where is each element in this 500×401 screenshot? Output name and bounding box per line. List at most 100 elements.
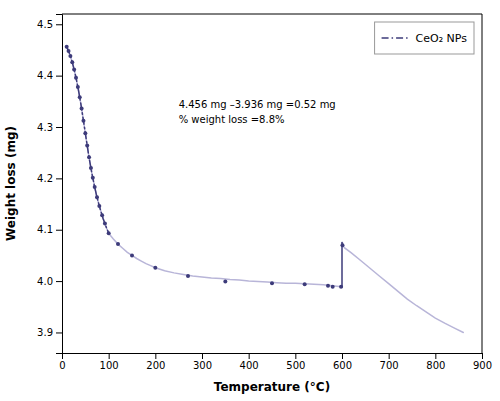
y-axis-line [56,15,63,354]
data-point [68,54,72,58]
legend-item: CeO₂ NPs [382,32,468,45]
x-axis-tick-mark [482,353,483,359]
data-point [103,222,107,226]
legend-swatch [382,37,410,39]
data-point [270,281,274,285]
legend-label: CeO₂ NPs [416,32,468,45]
x-axis-tick-label: 700 [380,360,399,371]
x-axis-tick: 200 [146,353,165,371]
data-line [341,243,343,288]
data-point [83,131,87,135]
x-axis-tick-mark [435,353,436,359]
x-axis-tick-mark [389,353,390,359]
y-axis-tick: 4.4 [37,70,62,81]
y-axis-tick-label: 4.5 [37,19,53,30]
x-axis-tick-label: 800 [426,360,445,371]
y-axis-tick: 4.2 [37,173,62,184]
data-point [72,67,76,71]
x-axis-tick-mark [155,353,156,359]
data-point [326,284,330,288]
x-axis-tick-label: 900 [473,360,492,371]
plot-area [65,45,464,333]
data-point [130,253,134,257]
data-line [67,47,109,233]
plot-frame [62,14,482,15]
x-axis-tick-label: 600 [333,360,352,371]
data-point [303,282,307,286]
data-point [95,195,99,199]
x-axis-tick-mark [249,353,250,359]
x-axis-tick-label: 500 [286,360,305,371]
x-axis-tick: 800 [426,353,445,371]
x-axis-tick: 100 [100,353,119,371]
data-point [93,185,97,189]
x-axis-tick: 0 [59,353,65,371]
y-axis-tick-mark [56,281,62,282]
x-axis-tick: 700 [380,353,399,371]
data-point [340,243,344,247]
x-axis-tick: 600 [333,353,352,371]
y-axis-tick-mark [56,76,62,77]
y-axis-tick-label: 4.2 [37,173,53,184]
x-axis-tick-mark [295,353,296,359]
x-axis-tick: 400 [240,353,259,371]
y-axis-tick-mark [56,24,62,25]
data-point [74,76,78,80]
data-point [85,143,89,147]
data-point [331,285,335,289]
x-axis-title: Temperature (°C) [214,380,330,394]
data-point [87,155,91,159]
y-axis-tick: 4.0 [37,276,62,287]
data-point [116,242,120,246]
x-axis-tick-label: 300 [193,360,212,371]
annotation-line: 4.456 mg –3.936 mg =0.52 mg [179,99,336,110]
data-point [80,107,84,111]
x-axis-tick-mark [342,353,343,359]
data-point [78,95,82,99]
data-point [223,280,227,284]
y-axis-tick-label: 3.9 [37,327,53,338]
y-axis-tick: 3.9 [37,327,62,338]
legend-box [375,22,474,54]
x-axis-tick-label: 100 [100,360,119,371]
y-axis-tick-mark [56,178,62,179]
x-axis-tick-mark [109,353,110,359]
data-point [89,166,93,170]
data-point [81,119,85,123]
chart: 0 100 200 300 400 500 600 700 800 900 3.9 4.0 4.1 4.2… [0,0,500,401]
x-axis: 0 100 200 300 400 500 600 700 800 900 [59,353,492,371]
data-point [339,285,343,289]
annotation: 4.456 mg –3.936 mg =0.52 mg % weight loss… [179,99,336,125]
data-point [76,85,80,89]
y-axis-tick-mark [56,127,62,128]
data-point [186,274,190,278]
y-axis-tick-label: 4.3 [37,122,53,133]
data-point [65,45,69,49]
data-line [67,47,464,333]
data-point [67,49,71,53]
x-axis-tick-label: 0 [59,360,65,371]
plot-frame [482,14,483,353]
x-axis-tick: 300 [193,353,212,371]
annotation-line: % weight loss =8.8% [179,114,285,125]
data-point [70,60,74,64]
x-axis-tick-label: 200 [146,360,165,371]
legend: CeO₂ NPs [375,22,474,54]
y-axis-tick: 4.3 [37,122,62,133]
y-axis: 3.9 4.0 4.1 4.2 4.3 4.4 4.5 [37,15,62,354]
y-axis-tick-mark [56,332,62,333]
data-point [97,204,101,208]
y-axis-tick: 4.5 [37,19,62,30]
y-axis-title: Weight loss (mg) [4,126,18,241]
x-axis-tick-label: 400 [240,360,259,371]
y-axis-tick-label: 4.4 [37,70,53,81]
data-point [153,266,157,270]
y-axis-tick-mark [56,230,62,231]
y-axis-tick: 4.1 [37,224,62,235]
x-axis-tick: 500 [286,353,305,371]
y-axis-tick-label: 4.1 [37,224,53,235]
x-axis-tick: 900 [473,353,492,371]
y-axis-tick-label: 4.0 [37,276,53,287]
x-axis-tick-mark [202,353,203,359]
data-point [91,176,95,180]
